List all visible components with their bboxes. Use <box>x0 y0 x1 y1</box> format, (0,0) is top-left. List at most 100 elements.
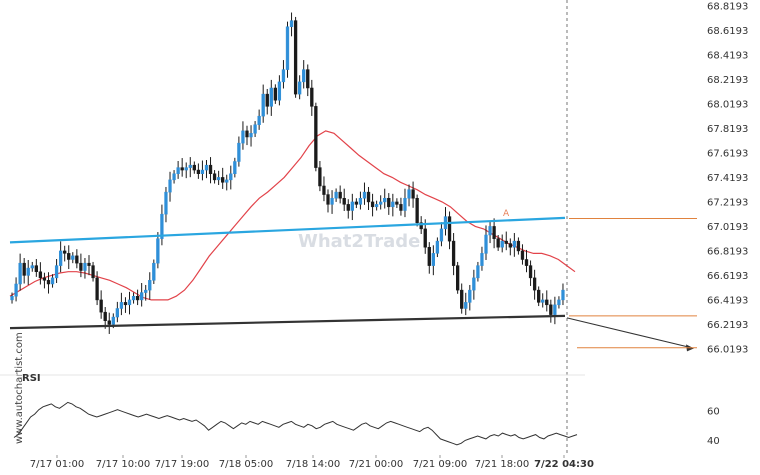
bull-candle-body <box>277 81 282 101</box>
candle <box>237 136 241 167</box>
bear-candle-body <box>427 246 431 266</box>
bear-candle-body <box>79 262 83 271</box>
candle <box>557 296 561 309</box>
moving-average-line <box>9 130 576 301</box>
bear-candle-body <box>314 106 318 168</box>
candle <box>391 193 395 217</box>
candle <box>140 283 144 307</box>
bear-candle-body <box>516 240 521 252</box>
bear-candle-body <box>415 197 419 223</box>
bear-candle-body <box>524 259 529 266</box>
candle <box>233 157 237 178</box>
bull-candle-body <box>144 289 148 293</box>
bear-candle-body <box>326 194 330 205</box>
bull-candle-body <box>229 173 233 181</box>
candle <box>512 233 517 257</box>
candle <box>46 272 51 294</box>
candle <box>374 200 379 211</box>
bear-candle-body <box>492 226 496 239</box>
candle <box>358 191 363 210</box>
candle <box>362 182 367 205</box>
bull-candle-body <box>131 295 136 301</box>
candle <box>208 157 213 184</box>
candle <box>273 84 277 104</box>
candle <box>302 60 306 89</box>
time-tick-label: 7/18 05:00 <box>219 459 273 470</box>
bull-candle-body <box>204 164 209 171</box>
candle <box>395 198 399 209</box>
bull-candle-body <box>172 173 176 181</box>
candle <box>342 188 346 211</box>
bear-candle-body <box>508 243 512 248</box>
price-tick-label: 66.0193 <box>707 345 748 356</box>
bear-candle-body <box>346 204 350 211</box>
bull-candle-body <box>374 204 379 208</box>
candle <box>415 194 419 227</box>
bull-candle-body <box>334 191 338 199</box>
candle <box>71 252 75 264</box>
bear-candle-body <box>135 295 140 301</box>
bull-candle-body <box>557 299 561 306</box>
resistance-trendline <box>9 216 566 244</box>
bull-candle-body <box>289 20 294 27</box>
candle <box>148 272 152 300</box>
candle <box>14 277 18 302</box>
bull-candle-body <box>484 234 488 254</box>
bull-candle-body <box>249 133 253 138</box>
rsi-tick-label: 40 <box>707 436 720 447</box>
bear-candle-body <box>107 320 111 325</box>
bear-candle-body <box>265 93 269 107</box>
candle <box>30 261 34 272</box>
candle <box>221 167 225 189</box>
candle <box>285 21 290 78</box>
bear-candle-body <box>75 255 79 264</box>
bear-candle-body <box>63 250 67 254</box>
candle <box>553 296 557 325</box>
candle <box>34 258 38 277</box>
candle <box>289 12 294 37</box>
site-url-label: www.autochartist.com <box>14 332 25 444</box>
candle <box>135 289 140 306</box>
bull-candle-body <box>18 262 22 285</box>
candle <box>26 259 30 285</box>
bull-candle-body <box>350 201 354 211</box>
candle <box>253 121 257 137</box>
bull-candle-body <box>176 167 180 174</box>
bear-candle-body <box>180 167 184 171</box>
candle <box>95 271 99 306</box>
price-tick-label: 66.6193 <box>707 271 748 282</box>
candle <box>58 241 63 273</box>
candle <box>460 283 464 314</box>
bear-candle-body <box>537 289 541 303</box>
bull-candle-body <box>233 161 237 174</box>
bear-candle-body <box>22 262 26 276</box>
bear-candle-body <box>520 250 525 260</box>
bull-candle-body <box>541 299 545 303</box>
candle <box>411 181 415 208</box>
bull-candle-body <box>184 167 188 171</box>
candle <box>83 258 87 279</box>
candle <box>532 269 537 300</box>
bear-candle-body <box>549 304 553 315</box>
bull-candle-body <box>140 292 144 301</box>
bear-candle-body <box>318 167 322 187</box>
bull-candle-body <box>330 197 334 205</box>
time-axis: 7/17 01:00 7/17 10:00 7/17 19:00 7/18 05:00… <box>30 455 594 470</box>
price-tick-label: 68.2193 <box>707 75 748 86</box>
bear-candle-body <box>354 201 359 205</box>
candle <box>10 292 14 304</box>
bull-candle-body <box>50 277 55 285</box>
price-tick-label: 67.4193 <box>707 173 748 184</box>
bear-candle-body <box>212 173 217 181</box>
bull-candle-body <box>261 93 265 117</box>
candle <box>472 269 476 300</box>
candle <box>379 195 383 210</box>
bull-candle-body <box>302 69 306 83</box>
candle <box>184 162 188 179</box>
bull-candle-body <box>391 201 395 208</box>
bull-candle-body <box>54 265 59 279</box>
candle <box>387 193 391 215</box>
price-axis: 68.8193 68.6193 68.4193 68.2193 68.0193 67.81… <box>707 2 748 356</box>
bull-candle-body <box>14 283 18 297</box>
bull-candle-body <box>168 179 172 193</box>
